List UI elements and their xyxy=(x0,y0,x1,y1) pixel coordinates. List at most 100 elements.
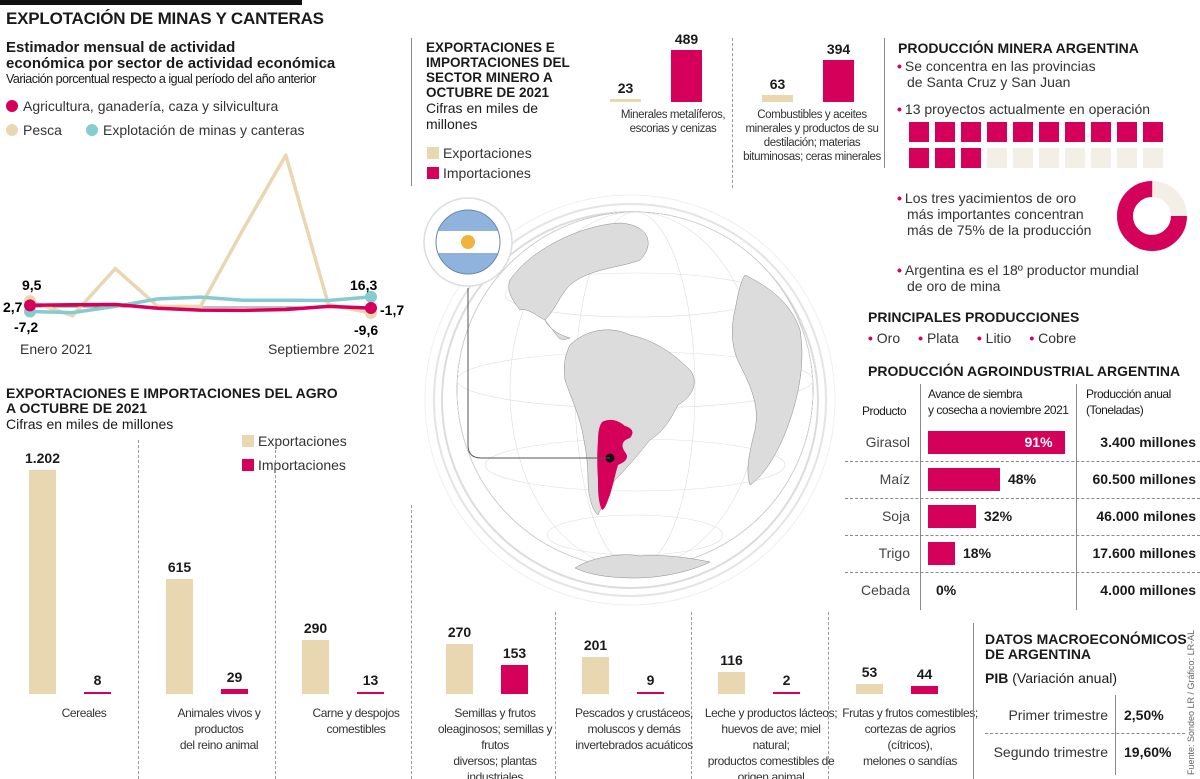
project-square-inactive xyxy=(1013,148,1033,168)
agro-row-annual: 46.000 milones xyxy=(1096,508,1196,524)
agro-group-divider xyxy=(411,505,412,779)
agro-col-progress-line1: Avance de siembra xyxy=(928,387,1023,401)
mining-bullet-gold: • Los tres yacimientos de oro más importa… xyxy=(897,190,1092,238)
agro-bar-import xyxy=(84,692,111,694)
agro-group-divider xyxy=(555,612,556,779)
project-square-active xyxy=(1117,122,1137,142)
agro-bar-export xyxy=(446,643,473,694)
agro-legend-export: Exportaciones xyxy=(242,433,347,449)
agro-bar-export-label: 201 xyxy=(583,636,608,653)
globe-ring-outer xyxy=(424,194,836,606)
agro-bar-import xyxy=(221,688,248,694)
mining-trade-group-divider xyxy=(732,38,733,188)
project-square-active xyxy=(909,148,929,168)
agro-legend-swatch-export xyxy=(242,435,254,447)
source-credit: Fuente: Sondeo LR / Gráfico: LR-AL xyxy=(1186,629,1196,775)
main-productions-title: PRINCIPALES PRODUCCIONES xyxy=(868,309,1080,325)
legend-swatch-agri xyxy=(6,100,18,112)
flag-leader-line xyxy=(467,288,610,459)
mining-bullet-projects: • 13 proyectos actualmente en operación xyxy=(897,101,1151,117)
mining-category-label: Minerales metalíferos, escorias y cenizas xyxy=(620,109,726,135)
mining-legend-import: Importaciones xyxy=(427,165,531,181)
agro-category-label: Leche y productos lácteos; huevos de ave;… xyxy=(704,706,838,779)
mining-bar-export-label: 23 xyxy=(617,80,634,96)
agro-progress-label: 0% xyxy=(936,582,957,598)
macro-title: DATOS MACROECONÓMICOS DE ARGENTINA xyxy=(985,632,1187,662)
project-square-inactive xyxy=(1065,148,1085,168)
legend-label-pesca: Pesca xyxy=(23,122,62,138)
legend-item-pesca: Pesca xyxy=(6,122,62,138)
agro-col-progress-line2: y cosecha a noviembre 2021 xyxy=(928,403,1069,417)
project-square-inactive xyxy=(1039,148,1059,168)
mining-bullet-rank-line2: de oro de mina xyxy=(907,278,1001,294)
agro-row-annual: 17.600 millones xyxy=(1092,545,1196,561)
project-square-active xyxy=(1013,122,1033,142)
agro-legend-label-export: Exportaciones xyxy=(258,433,347,449)
agro-bar-import xyxy=(357,691,384,694)
agro-bar-import-label: 13 xyxy=(362,671,379,688)
macro-title-line1: DATOS MACROECONÓMICOS xyxy=(985,631,1187,647)
line-series-2 xyxy=(29,295,372,315)
project-square-active xyxy=(935,148,955,168)
agro-bar-import-label: 29 xyxy=(226,668,243,685)
agro-bar-export xyxy=(582,656,609,694)
agro-bar-export-label: 53 xyxy=(861,664,878,681)
agro-category-label: Pescados y crustáceos, moluscos y demás in… xyxy=(575,706,693,752)
projects-waffle xyxy=(909,122,1169,172)
agro-bar-export xyxy=(302,639,329,694)
agro-row-product: Soja xyxy=(881,508,910,524)
x-tick-start: Enero 2021 xyxy=(20,341,93,357)
header-bar xyxy=(0,0,302,5)
project-square-inactive xyxy=(1117,148,1137,168)
legend-swatch-pesca xyxy=(6,124,18,136)
agro-trade-subtitle: Cifras en miles de millones xyxy=(6,416,174,432)
macro-pib-label: PIB (Variación anual) xyxy=(985,670,1117,686)
production-item: • Oro xyxy=(868,330,901,346)
mining-trade-subtitle-2: millones xyxy=(426,116,478,132)
project-square-active xyxy=(1065,122,1085,142)
line-chart-title-1: Estimador mensual de actividad xyxy=(6,39,236,56)
macro-divider xyxy=(973,623,974,779)
line-chart-heading: Estimador mensual de actividad económica… xyxy=(6,39,406,87)
mining-bullet-provinces: • Se concentra en las provincias de Santa… xyxy=(897,58,1096,90)
agro-legend-swatch-import xyxy=(242,459,254,471)
project-square-active xyxy=(1039,122,1059,142)
label-end-minas: 16,3 xyxy=(350,277,377,293)
macro-title-line2: DE ARGENTINA xyxy=(985,646,1092,662)
agro-col-annual-line1: Producción anual xyxy=(1086,387,1171,401)
macro-pib-bold: PIB xyxy=(985,670,1009,686)
mining-legend-export: Exportaciones xyxy=(427,145,532,161)
agro-row-product: Trigo xyxy=(878,545,910,561)
mining-bar-export xyxy=(610,99,641,102)
agro-group-divider xyxy=(828,612,829,779)
mining-bar-import-label: 394 xyxy=(826,41,851,58)
agro-category-label: Cereales xyxy=(61,706,107,720)
agro-bar-export xyxy=(856,684,883,694)
africa xyxy=(732,274,803,486)
label-start-minas: -7,2 xyxy=(14,319,38,335)
legend-item-minas: Explotación de minas y canteras xyxy=(86,122,305,138)
mining-bullet-rank: • Argentina es el 18º productor mundial d… xyxy=(897,262,1139,294)
donut-share xyxy=(1117,181,1187,251)
agro-table-col-divider-2 xyxy=(1076,384,1077,610)
macro-row-value-q2: 19,60% xyxy=(1124,744,1172,760)
mining-trade-title-3: SECTOR MINERO A xyxy=(426,70,553,85)
x-tick-end: Septiembre 2021 xyxy=(268,341,375,357)
agro-bar-import-label: 44 xyxy=(916,665,933,682)
agro-legend-label-import: Importaciones xyxy=(258,457,346,473)
agro-bar-export xyxy=(166,579,193,694)
agro-col-progress: Avance de siembra y cosecha a noviembre … xyxy=(928,386,1069,418)
agro-progress-bar xyxy=(928,542,955,565)
argentina-highlight xyxy=(597,419,633,510)
mining-bar-import-label: 489 xyxy=(674,31,699,47)
agro-group-divider xyxy=(275,440,276,779)
agro-progress-bar xyxy=(928,431,1065,454)
globe-ring-mid xyxy=(433,203,827,597)
agro-bar-export xyxy=(718,672,745,694)
project-square-active xyxy=(1091,122,1111,142)
agro-bar-export-label: 615 xyxy=(167,559,192,576)
antarctica xyxy=(574,554,711,579)
agro-row-product: Cebada xyxy=(860,582,910,598)
mining-trade-divider xyxy=(411,38,412,186)
agro-row-divider xyxy=(845,498,1200,499)
